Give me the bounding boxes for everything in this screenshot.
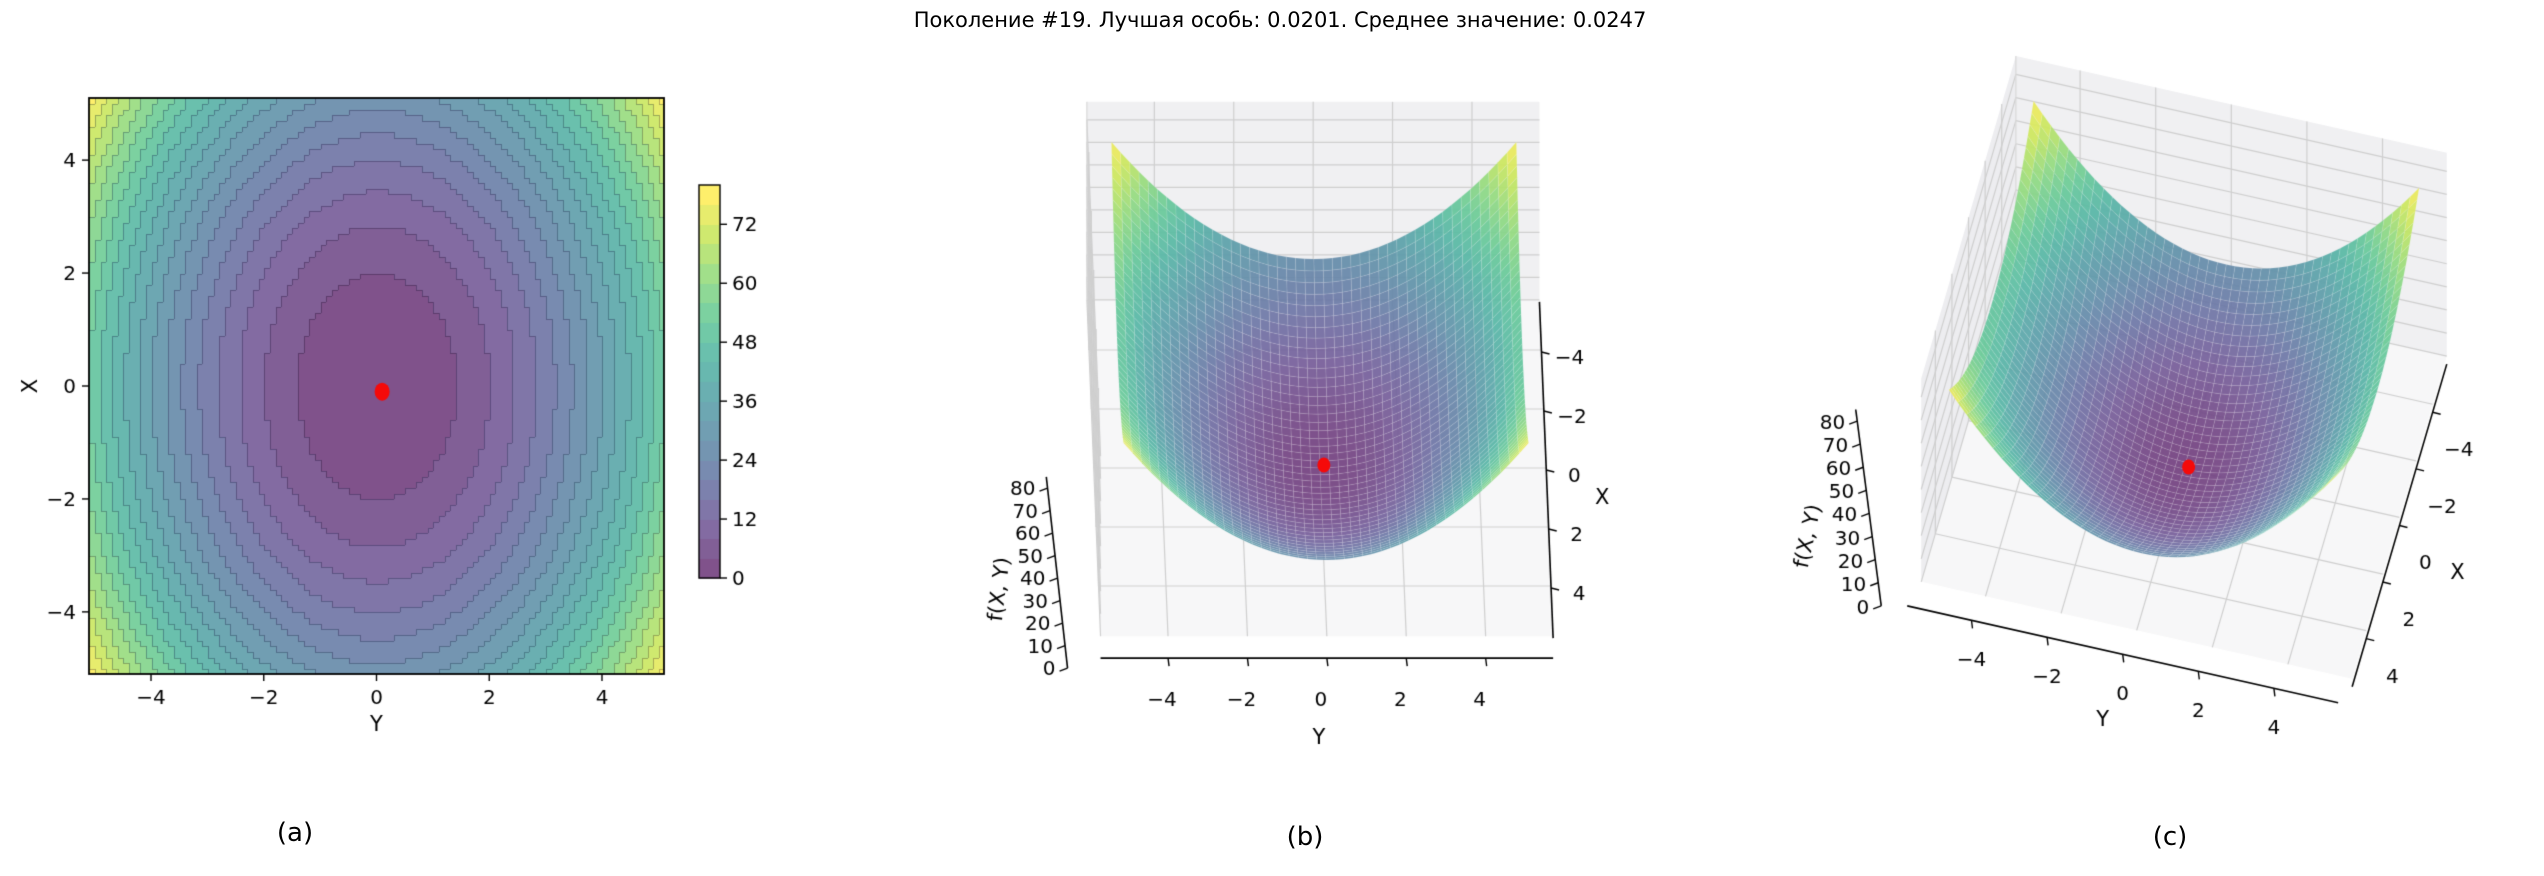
caption-a: (a) <box>276 818 314 848</box>
caption-b: (b) <box>1286 822 1324 852</box>
figure-title: Поколение #19. Лучшая особь: 0.0201. Сре… <box>913 8 1647 32</box>
caption-c: (c) <box>2152 822 2188 852</box>
